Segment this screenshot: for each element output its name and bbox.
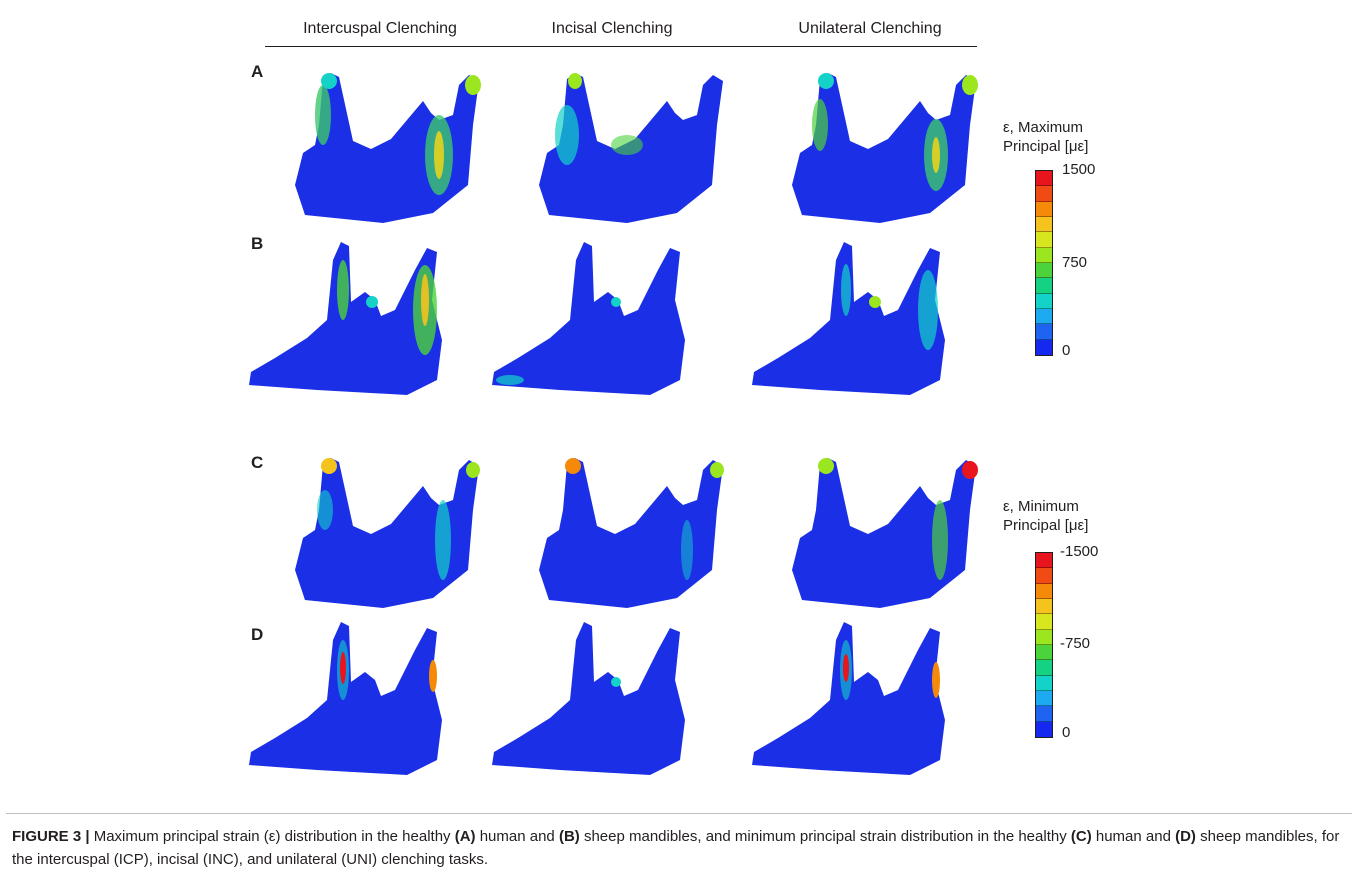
cbar-min-segment bbox=[1036, 630, 1052, 645]
caption-ref-b: (B) bbox=[559, 828, 580, 845]
figure-caption: FIGURE 3 | Maximum principal strain (ε) … bbox=[12, 825, 1346, 871]
colorbar-min-tick-bottom: 0 bbox=[1062, 724, 1070, 741]
cbar-max-segment bbox=[1036, 294, 1052, 309]
cbar-max-segment bbox=[1036, 186, 1052, 201]
mandible-b-uni bbox=[752, 242, 945, 395]
caption-ref-c: (C) bbox=[1071, 828, 1092, 845]
caption-label: FIGURE 3 | bbox=[12, 828, 90, 845]
cbar-min-segment bbox=[1036, 584, 1052, 599]
cbar-min-segment bbox=[1036, 722, 1052, 737]
mandible-c-inc bbox=[539, 458, 724, 608]
caption-text-4: human and bbox=[1092, 828, 1175, 845]
mandible-c-icp bbox=[295, 458, 480, 608]
mandible-a-icp bbox=[295, 73, 481, 223]
caption-text-3: sheep mandibles, and minimum principal s… bbox=[580, 828, 1071, 845]
colorbar-max-tick-top: 1500 bbox=[1062, 161, 1095, 178]
cbar-max-segment bbox=[1036, 217, 1052, 232]
cbar-min-segment bbox=[1036, 568, 1052, 583]
colorbar-min-title-line2: Principal [με] bbox=[1003, 516, 1088, 535]
colorbar-max-title: ε, Maximum Principal [με] bbox=[1003, 118, 1088, 156]
cbar-max-segment bbox=[1036, 171, 1052, 186]
mandible-a-uni bbox=[792, 73, 978, 223]
colorbar-min-title: ε, Minimum Principal [με] bbox=[1003, 497, 1088, 535]
mandible-d-inc bbox=[492, 622, 685, 775]
cbar-min-segment bbox=[1036, 676, 1052, 691]
cbar-max-segment bbox=[1036, 324, 1052, 339]
mandible-a-inc bbox=[539, 73, 723, 223]
mandible-d-uni bbox=[752, 622, 945, 775]
cbar-max-segment bbox=[1036, 278, 1052, 293]
cbar-max-segment bbox=[1036, 263, 1052, 278]
caption-ref-d: (D) bbox=[1175, 828, 1196, 845]
caption-text-1: Maximum principal strain (ε) distributio… bbox=[90, 828, 455, 845]
mandible-b-inc bbox=[492, 242, 685, 395]
cbar-min-segment bbox=[1036, 706, 1052, 721]
mandible-c-uni bbox=[792, 458, 978, 608]
cbar-min-segment bbox=[1036, 660, 1052, 675]
colorbar-min bbox=[1035, 552, 1053, 738]
colorbar-max-tick-mid: 750 bbox=[1062, 254, 1087, 271]
cbar-min-segment bbox=[1036, 645, 1052, 660]
cbar-max-segment bbox=[1036, 340, 1052, 355]
caption-divider bbox=[6, 813, 1352, 814]
cbar-max-segment bbox=[1036, 202, 1052, 217]
cbar-min-segment bbox=[1036, 614, 1052, 629]
colorbar-max-title-line2: Principal [με] bbox=[1003, 137, 1088, 156]
colorbar-min-title-line1: ε, Minimum bbox=[1003, 497, 1088, 516]
colorbar-max-title-line1: ε, Maximum bbox=[1003, 118, 1088, 137]
caption-text-2: human and bbox=[476, 828, 559, 845]
cbar-max-segment bbox=[1036, 309, 1052, 324]
cbar-max-segment bbox=[1036, 232, 1052, 247]
cbar-min-segment bbox=[1036, 691, 1052, 706]
colorbar-min-tick-mid: -750 bbox=[1060, 635, 1090, 652]
colorbar-max bbox=[1035, 170, 1053, 356]
cbar-min-segment bbox=[1036, 553, 1052, 568]
cbar-min-segment bbox=[1036, 599, 1052, 614]
mandible-d-icp bbox=[249, 622, 442, 775]
colorbar-max-tick-bottom: 0 bbox=[1062, 342, 1070, 359]
mandible-b-icp bbox=[249, 242, 442, 395]
caption-ref-a: (A) bbox=[455, 828, 476, 845]
cbar-max-segment bbox=[1036, 248, 1052, 263]
colorbar-min-tick-top: -1500 bbox=[1060, 543, 1098, 560]
